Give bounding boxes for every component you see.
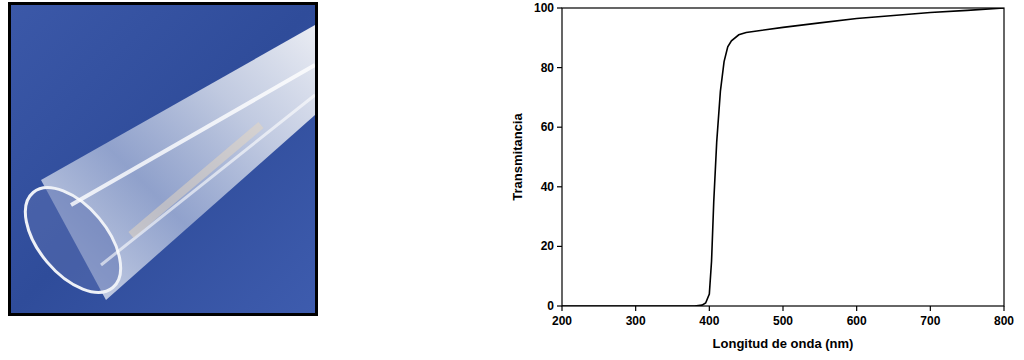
y-axis-title: Transmitancia xyxy=(510,113,525,201)
x-tick xyxy=(635,306,636,311)
chart: 200 300 400 500 600 700 800 0 20 40 60 80 100 Longitu… xyxy=(0,0,1024,360)
y-tick xyxy=(557,127,562,128)
y-tick-label: 40 xyxy=(541,180,555,194)
y-tick xyxy=(557,305,562,306)
plot-frame xyxy=(562,8,1004,306)
x-tick-label: 800 xyxy=(994,314,1014,328)
x-tick-label: 400 xyxy=(699,314,719,328)
x-tick xyxy=(856,306,857,311)
x-tick xyxy=(709,306,710,311)
y-tick xyxy=(557,7,562,8)
x-tick xyxy=(930,306,931,311)
y-tick xyxy=(557,186,562,187)
y-tick xyxy=(557,67,562,68)
y-tick-label: 60 xyxy=(541,120,555,134)
data-line xyxy=(562,8,1004,306)
x-axis-title: Longitud de onda (nm) xyxy=(713,336,854,351)
y-tick-label: 80 xyxy=(541,61,555,75)
x-tick-label: 600 xyxy=(847,314,867,328)
y-tick-label: 20 xyxy=(541,239,555,253)
photo-drawing xyxy=(11,5,315,313)
x-tick xyxy=(561,306,562,311)
x-tick-label: 500 xyxy=(773,314,793,328)
x-tick-label: 300 xyxy=(626,314,646,328)
plot-area xyxy=(562,8,1004,306)
y-tick-label: 100 xyxy=(534,1,554,15)
x-tick-label: 200 xyxy=(552,314,572,328)
x-tick xyxy=(782,306,783,311)
y-tick xyxy=(557,246,562,247)
x-tick-label: 700 xyxy=(920,314,940,328)
photo xyxy=(8,2,318,316)
x-tick xyxy=(1003,306,1004,311)
y-tick-label: 0 xyxy=(547,299,554,313)
